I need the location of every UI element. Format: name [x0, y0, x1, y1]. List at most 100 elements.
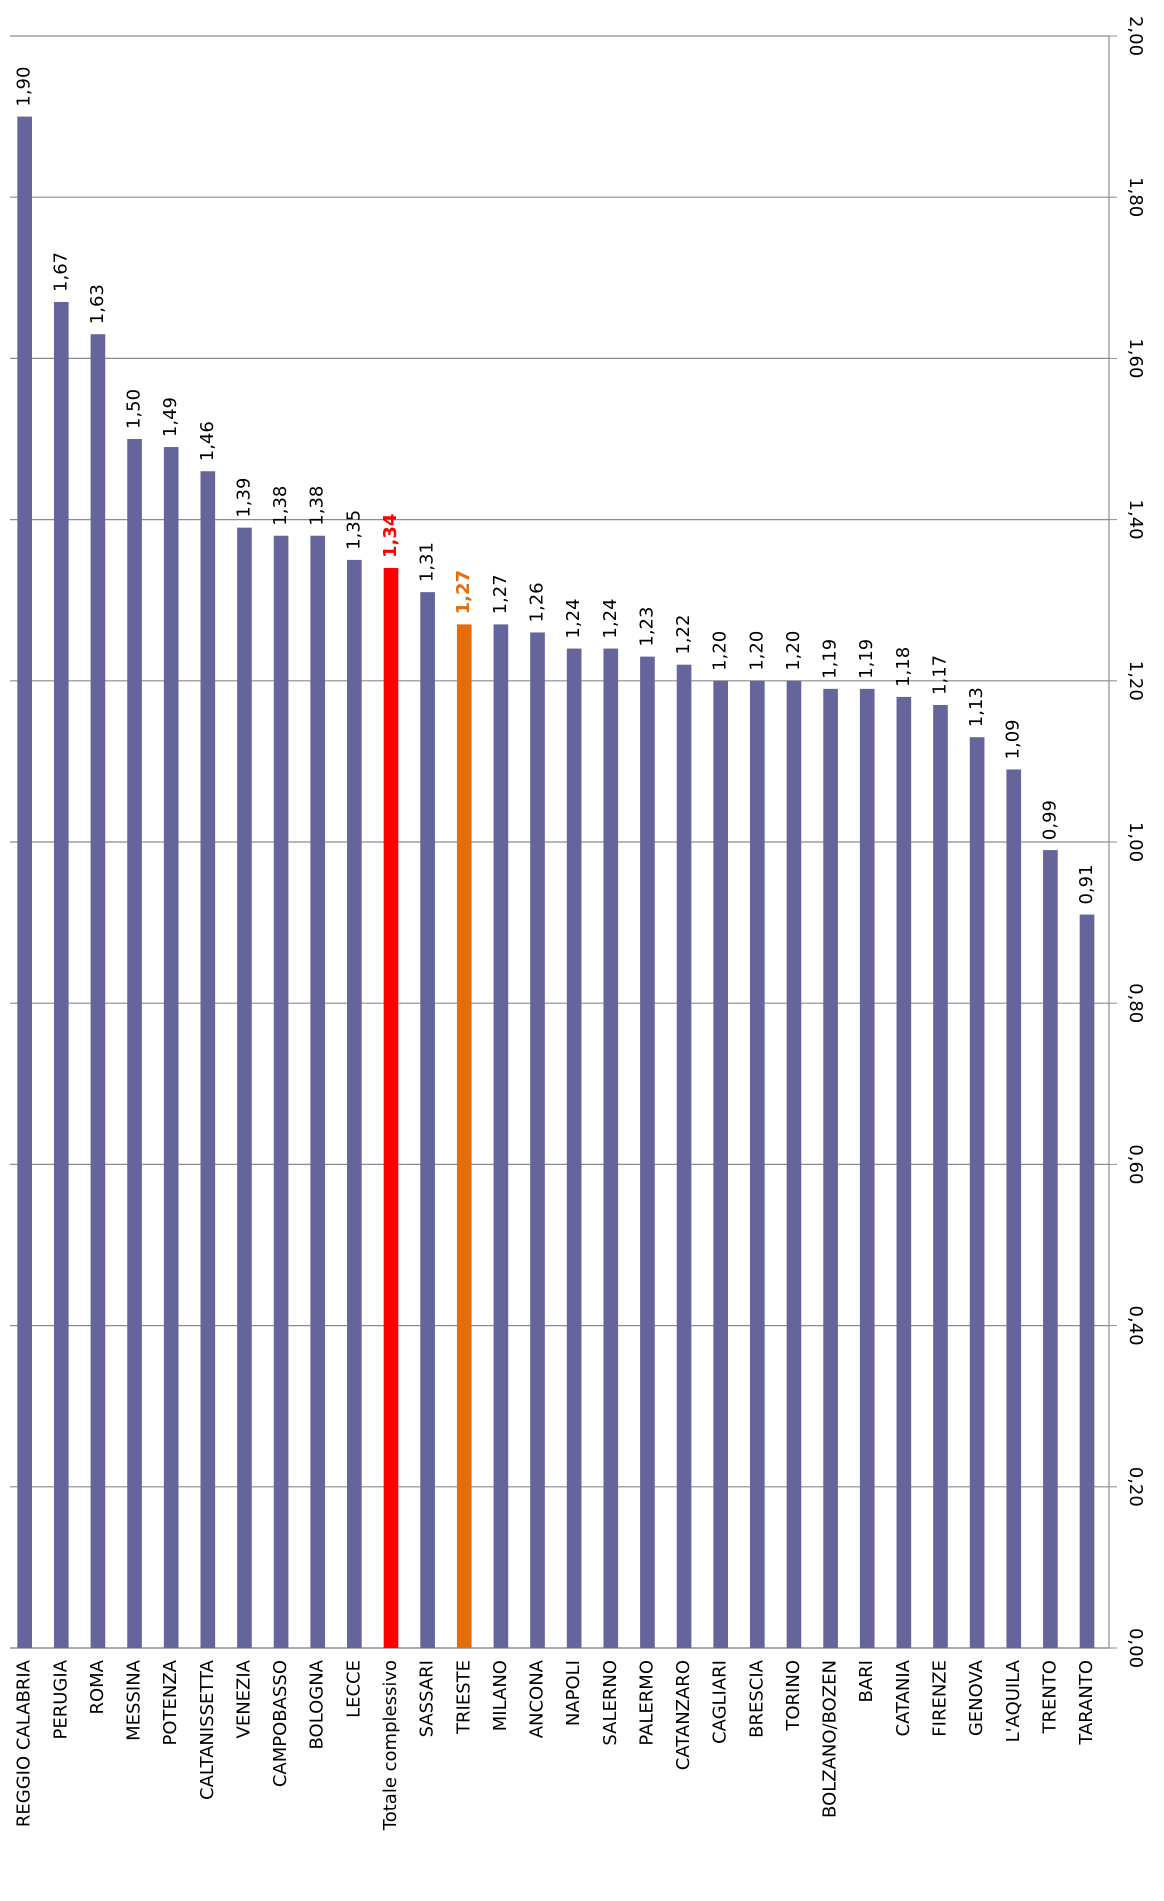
y-tick-label: 1,80	[1125, 177, 1146, 217]
x-tick-label: SALERNO	[600, 1660, 621, 1746]
data-label: 1,24	[563, 598, 584, 638]
x-tick-label: GENOVA	[966, 1659, 987, 1736]
y-tick-label: 1,20	[1125, 661, 1146, 701]
data-label: 1,26	[527, 582, 548, 622]
bar	[933, 704, 948, 1648]
x-tick-label: BOLOGNA	[307, 1659, 328, 1749]
data-label: 1,34	[380, 514, 401, 558]
data-label: 1,35	[343, 510, 364, 550]
data-label: 1,90	[14, 67, 35, 107]
x-tick-label: TRENTO	[1039, 1660, 1060, 1735]
x-tick-label: ROMA	[87, 1659, 108, 1714]
y-tick-label: 0,80	[1125, 983, 1146, 1023]
bar	[603, 648, 619, 1648]
x-tick-label: SASSARI	[417, 1660, 438, 1737]
x-tick-label: POTENZA	[160, 1659, 181, 1745]
data-label: 1,20	[783, 631, 804, 671]
y-tick-label: 0,20	[1125, 1467, 1146, 1507]
bar	[53, 301, 69, 1649]
bar	[17, 116, 32, 1649]
bar	[859, 688, 875, 1648]
bar	[530, 632, 545, 1648]
data-label: 1,17	[929, 655, 950, 695]
x-tick-label: L'AQUILA	[1003, 1659, 1024, 1742]
bar	[163, 447, 179, 1648]
data-label: 1,19	[856, 639, 877, 679]
x-tick-label: NAPOLI	[563, 1660, 584, 1726]
x-tick-label: TRIESTE	[453, 1660, 474, 1735]
data-label: 1,20	[746, 631, 767, 671]
x-tick-label: TORINO	[783, 1660, 804, 1732]
bar	[237, 527, 252, 1649]
bar	[896, 696, 912, 1648]
data-label: 1,09	[1003, 719, 1024, 759]
y-tick-label: 1,00	[1125, 822, 1146, 862]
x-tick-label: CAMPOBASSO	[270, 1660, 291, 1787]
x-tick-label: FIRENZE	[929, 1660, 950, 1737]
x-tick-label: BRESCIA	[746, 1659, 767, 1738]
bar	[273, 535, 289, 1648]
bar	[200, 471, 216, 1648]
data-label: 1,39	[233, 478, 254, 518]
x-tick-label: VENEZIA	[233, 1659, 254, 1738]
bar	[493, 624, 509, 1648]
data-label: 1,49	[160, 397, 181, 437]
x-tick-label: ANCONA	[527, 1659, 548, 1738]
bar	[383, 567, 399, 1649]
bar	[310, 535, 326, 1648]
bar	[90, 334, 106, 1649]
bar	[456, 624, 472, 1648]
x-tick-label: REGGIO CALABRIA	[14, 1659, 35, 1827]
bar	[713, 680, 729, 1648]
y-tick-label: 1,60	[1125, 338, 1146, 378]
x-tick-label: CAGLIARI	[710, 1660, 731, 1744]
x-tick-label: CATANIA	[893, 1659, 914, 1736]
data-label: 1,18	[893, 647, 914, 687]
x-tick-label: Totale complessivo	[380, 1660, 401, 1831]
bar	[1006, 769, 1022, 1648]
bar	[640, 656, 655, 1648]
x-tick-label: TARANTO	[1076, 1660, 1097, 1746]
bar	[566, 648, 582, 1648]
x-tick-label: CATANZARO	[673, 1660, 694, 1770]
x-tick-label: LECCE	[343, 1660, 364, 1718]
data-label: 0,99	[1039, 800, 1060, 840]
data-label: 1,27	[453, 570, 474, 614]
y-tick-label: 0,40	[1125, 1306, 1146, 1346]
data-label: 1,38	[270, 486, 291, 526]
x-tick-label: BOLZANO/BOZEN	[820, 1660, 841, 1818]
bar	[1079, 914, 1095, 1648]
bar	[347, 559, 362, 1648]
x-tick-label: MILANO	[490, 1660, 511, 1731]
bar	[420, 592, 435, 1648]
data-label: 1,22	[673, 615, 694, 655]
y-tick-label: 1,40	[1125, 500, 1146, 540]
y-tick-label: 2,00	[1125, 16, 1146, 56]
data-label: 1,19	[820, 639, 841, 679]
data-label: 1,27	[490, 574, 511, 614]
x-tick-label: MESSINA	[124, 1659, 145, 1741]
data-label: 1,24	[600, 598, 621, 638]
bar	[749, 680, 765, 1648]
data-label: 1,50	[124, 389, 145, 429]
y-tick-label: 0,00	[1125, 1628, 1146, 1668]
bar	[786, 680, 802, 1648]
bar	[676, 664, 692, 1648]
data-label: 1,46	[197, 421, 218, 461]
x-tick-label: PERUGIA	[50, 1659, 71, 1739]
x-tick-label: BARI	[856, 1660, 877, 1702]
bar	[969, 737, 985, 1648]
y-tick-label: 0,60	[1125, 1144, 1146, 1184]
data-label: 1,13	[966, 687, 987, 727]
data-label: 1,31	[417, 542, 438, 582]
data-label: 1,38	[307, 486, 328, 526]
bar	[127, 439, 142, 1648]
x-tick-label: CALTANISSETTA	[197, 1659, 218, 1800]
bar	[1043, 850, 1058, 1648]
data-label: 1,20	[710, 631, 731, 671]
data-label: 0,91	[1076, 864, 1097, 904]
x-tick-label: PALERMO	[636, 1660, 657, 1746]
data-label: 1,67	[50, 252, 71, 292]
